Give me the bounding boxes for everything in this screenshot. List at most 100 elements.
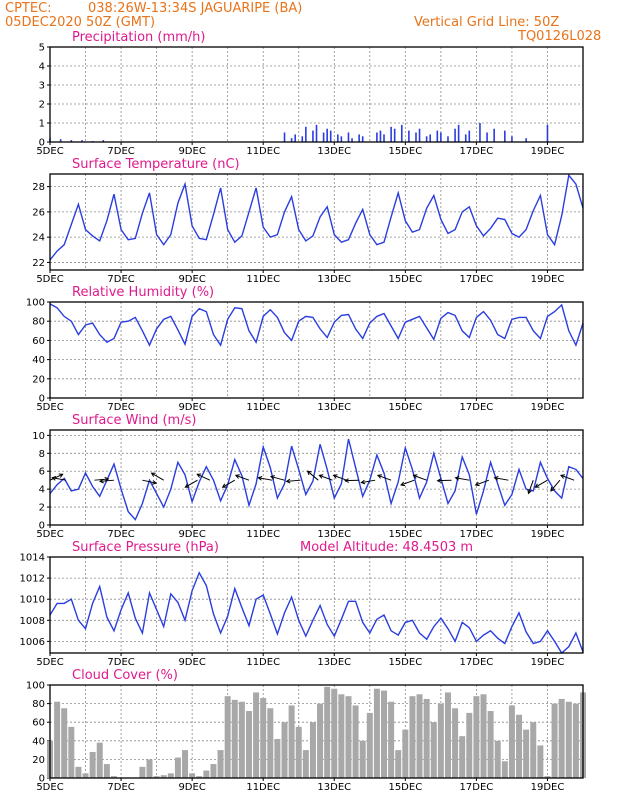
precip-bar [415,132,417,142]
cloud-bar [473,696,480,778]
wind-frame [49,429,584,526]
cloud-bar [288,705,295,778]
wind-vector [527,480,534,494]
pressure-xtick-label: 5DEC [36,657,63,668]
cloud-xtick-label: 13DEC [317,782,351,793]
humidity-series-line [49,303,584,348]
cloud-bar [558,698,565,778]
humidity-ytick-label: 20 [32,374,45,385]
wind-vector [400,479,415,486]
wind-xtick-label: 17DEC [460,529,494,540]
wind-vector-head [474,481,480,487]
cloud-frame [49,684,584,779]
cloud-bar [459,736,466,778]
temp-xtick-label: 17DEC [460,274,494,285]
wind-xtick-label: 5DEC [36,529,63,540]
precip-ytick-label: 4 [39,62,45,73]
humidity-xtick-label: 7DEC [107,402,134,413]
cloud-bar [537,745,544,778]
wind-xtick-label: 13DEC [317,529,351,540]
humidity-xtick-label: 17DEC [460,402,494,413]
precip-bar [546,124,549,142]
wind-ytick-label: 0 [39,521,45,532]
cloud-bar [501,761,508,778]
cloud-bar [146,759,153,778]
precip-bar [454,128,456,142]
wind-vector-head [534,483,540,488]
wind-vector-head [436,478,442,483]
header-location: 038:26W-13:34S JAGUARIPE (BA) [88,1,302,16]
cloud-bar [309,722,316,778]
cloud-bar [217,750,224,778]
wind-vector-head [51,476,57,481]
cloud-bar [338,694,345,778]
precip-bar [102,140,105,142]
wind-vector [235,474,250,481]
cloud-bar [508,705,515,778]
precip-xtick-label: 13DEC [317,146,351,157]
pressure-xtick-label: 19DEC [531,657,565,668]
pressure-series-line [49,571,584,655]
wind-vector [550,479,561,492]
cloud-bar [444,692,451,778]
precip-bar [525,138,527,142]
cloud-ytick-label: 40 [32,736,45,747]
wind-vector-head [559,474,565,479]
temp-ytick-label: 22 [32,258,45,269]
precip-bar [493,128,495,142]
pressure-title: Surface Pressure (hPa) [72,540,219,555]
precip-bar [329,130,332,142]
pressure-ytick-label: 1006 [20,637,45,648]
precip-xtick-label: 7DEC [107,146,134,157]
wind-title: Surface Wind (m/s) [72,413,196,428]
precip-bar [429,134,432,142]
cloud-bar [381,690,388,778]
wind-vector-head [493,476,499,481]
cloud-xtick-label: 17DEC [460,782,494,793]
wind-vector-head [152,480,158,485]
humidity-ytick-label: 80 [32,317,45,328]
cloud-bar [82,773,89,778]
cloud-bar [523,729,530,778]
precip-bar [351,138,353,142]
cloud-bar [409,696,416,778]
cloud-bar [487,711,494,778]
wind-vector [377,474,392,481]
wind-vector [494,477,509,481]
precip-bar [312,130,314,142]
precip-bar [486,132,488,142]
cloud-bar [416,694,423,778]
cloud-xtick-label: 19DEC [531,782,565,793]
precip-bar [301,136,304,142]
cloud-bar [89,751,96,778]
wind-ytick-label: 6 [39,467,45,478]
precip-bar [400,124,403,142]
wind-vector-head [184,483,190,488]
cloud-bar [210,764,217,778]
wind-vector [270,476,285,481]
precip-title: Precipitation (mm/h) [72,30,205,45]
wind-vector-head [344,478,349,483]
cloud-bar [224,696,231,778]
humidity-xtick-label: 5DEC [36,402,63,413]
precip-bar [361,136,364,142]
wind-vector-head [269,475,276,480]
cloud-bar [253,692,260,778]
humidity-ytick-label: 0 [39,394,45,405]
precip-bar [376,132,378,142]
wind-vector [333,474,347,481]
cloud-bar [494,740,501,778]
wind-vector [185,479,198,488]
cloud-bar [324,686,331,778]
wind-vector-head [306,470,312,476]
wind-xtick-label: 15DEC [388,529,422,540]
wind-xtick-label: 7DEC [107,529,134,540]
pressure-xtick-label: 15DEC [388,657,422,668]
precip-bar [379,130,382,142]
temp-ytick-label: 28 [32,182,45,193]
precip-bar [315,124,318,142]
wind-ytick-label: 2 [39,503,45,514]
wind-vector [535,479,548,488]
precip-bar [340,136,343,142]
